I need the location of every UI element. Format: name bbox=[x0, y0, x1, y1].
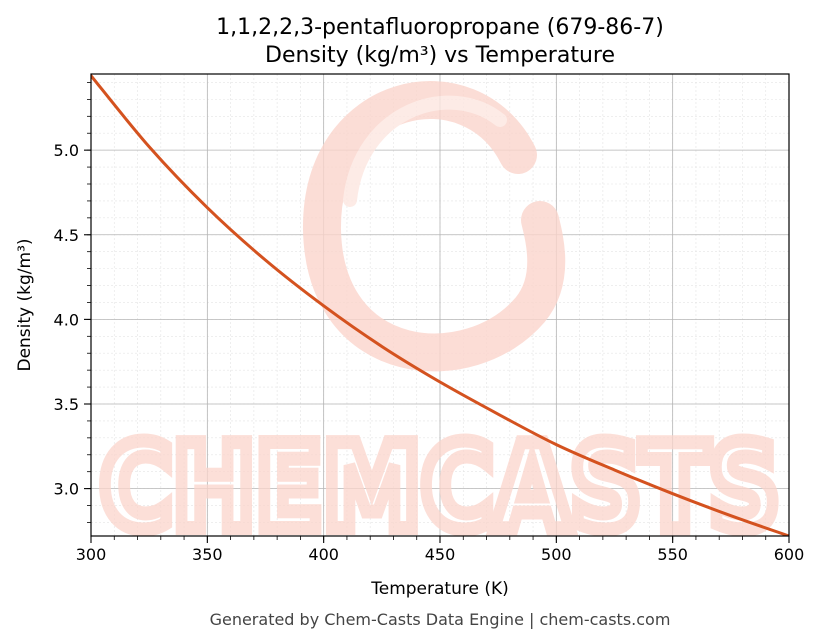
major-grid bbox=[90, 74, 790, 536]
footer-credit: Generated by Chem-Casts Data Engine | ch… bbox=[210, 610, 671, 629]
x-tick-label: 500 bbox=[541, 545, 572, 564]
watermark-logo-icon bbox=[302, 81, 566, 372]
x-tick-label: 300 bbox=[76, 545, 107, 564]
x-axis: 300 350 400 450 500 550 600 bbox=[76, 536, 805, 564]
x-tick-label: 600 bbox=[774, 545, 805, 564]
x-tick-label: 550 bbox=[657, 545, 688, 564]
x-tick-label: 350 bbox=[192, 545, 223, 564]
y-tick-label: 3.0 bbox=[54, 480, 79, 499]
chart-title: 1,1,2,2,3-pentafluoropropane (679-86-7) bbox=[216, 15, 664, 40]
watermark: CHEMCASTS bbox=[93, 81, 787, 556]
y-tick-label: 4.0 bbox=[54, 310, 79, 329]
y-axis-label: Density (kg/m³) bbox=[15, 238, 35, 371]
x-tick-label: 400 bbox=[308, 545, 339, 564]
series-line-density bbox=[91, 74, 789, 536]
y-axis: 3.0 3.5 4.0 4.5 5.0 bbox=[54, 82, 91, 523]
chart-subtitle: Density (kg/m³) vs Temperature bbox=[265, 43, 615, 68]
x-axis-label: Temperature (K) bbox=[370, 579, 509, 599]
y-tick-label: 5.0 bbox=[54, 141, 79, 160]
y-tick-label: 4.5 bbox=[54, 226, 79, 245]
x-tick-label: 450 bbox=[425, 545, 456, 564]
y-tick-label: 3.5 bbox=[54, 395, 79, 414]
watermark-text: CHEMCASTS bbox=[100, 418, 780, 556]
